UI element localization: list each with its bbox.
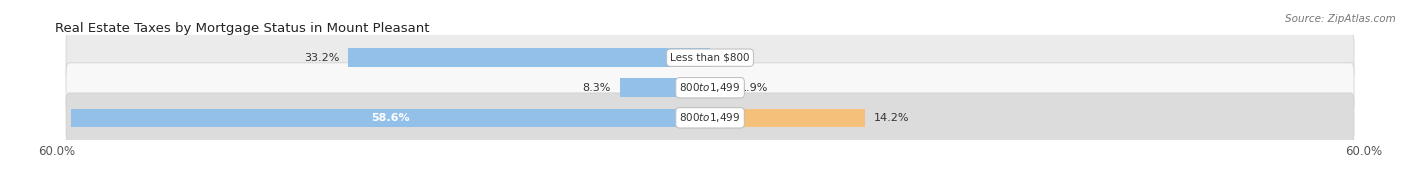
Text: 0.0%: 0.0% — [718, 53, 747, 63]
Bar — [349, 48, 710, 67]
Text: 14.2%: 14.2% — [873, 113, 908, 123]
Text: $800 to $1,499: $800 to $1,499 — [679, 81, 741, 94]
Text: 33.2%: 33.2% — [304, 53, 340, 63]
Text: $800 to $1,499: $800 to $1,499 — [679, 111, 741, 124]
Text: Source: ZipAtlas.com: Source: ZipAtlas.com — [1285, 14, 1396, 24]
Bar — [710, 78, 731, 97]
Bar — [620, 78, 710, 97]
Text: 8.3%: 8.3% — [582, 83, 610, 93]
FancyBboxPatch shape — [66, 63, 1354, 113]
Text: Less than $800: Less than $800 — [671, 53, 749, 63]
Text: 1.9%: 1.9% — [740, 83, 768, 93]
FancyBboxPatch shape — [66, 93, 1354, 143]
Text: Real Estate Taxes by Mortgage Status in Mount Pleasant: Real Estate Taxes by Mortgage Status in … — [55, 22, 429, 35]
FancyBboxPatch shape — [66, 33, 1354, 82]
Bar — [710, 108, 865, 127]
Bar — [72, 108, 710, 127]
Text: 58.6%: 58.6% — [371, 113, 411, 123]
